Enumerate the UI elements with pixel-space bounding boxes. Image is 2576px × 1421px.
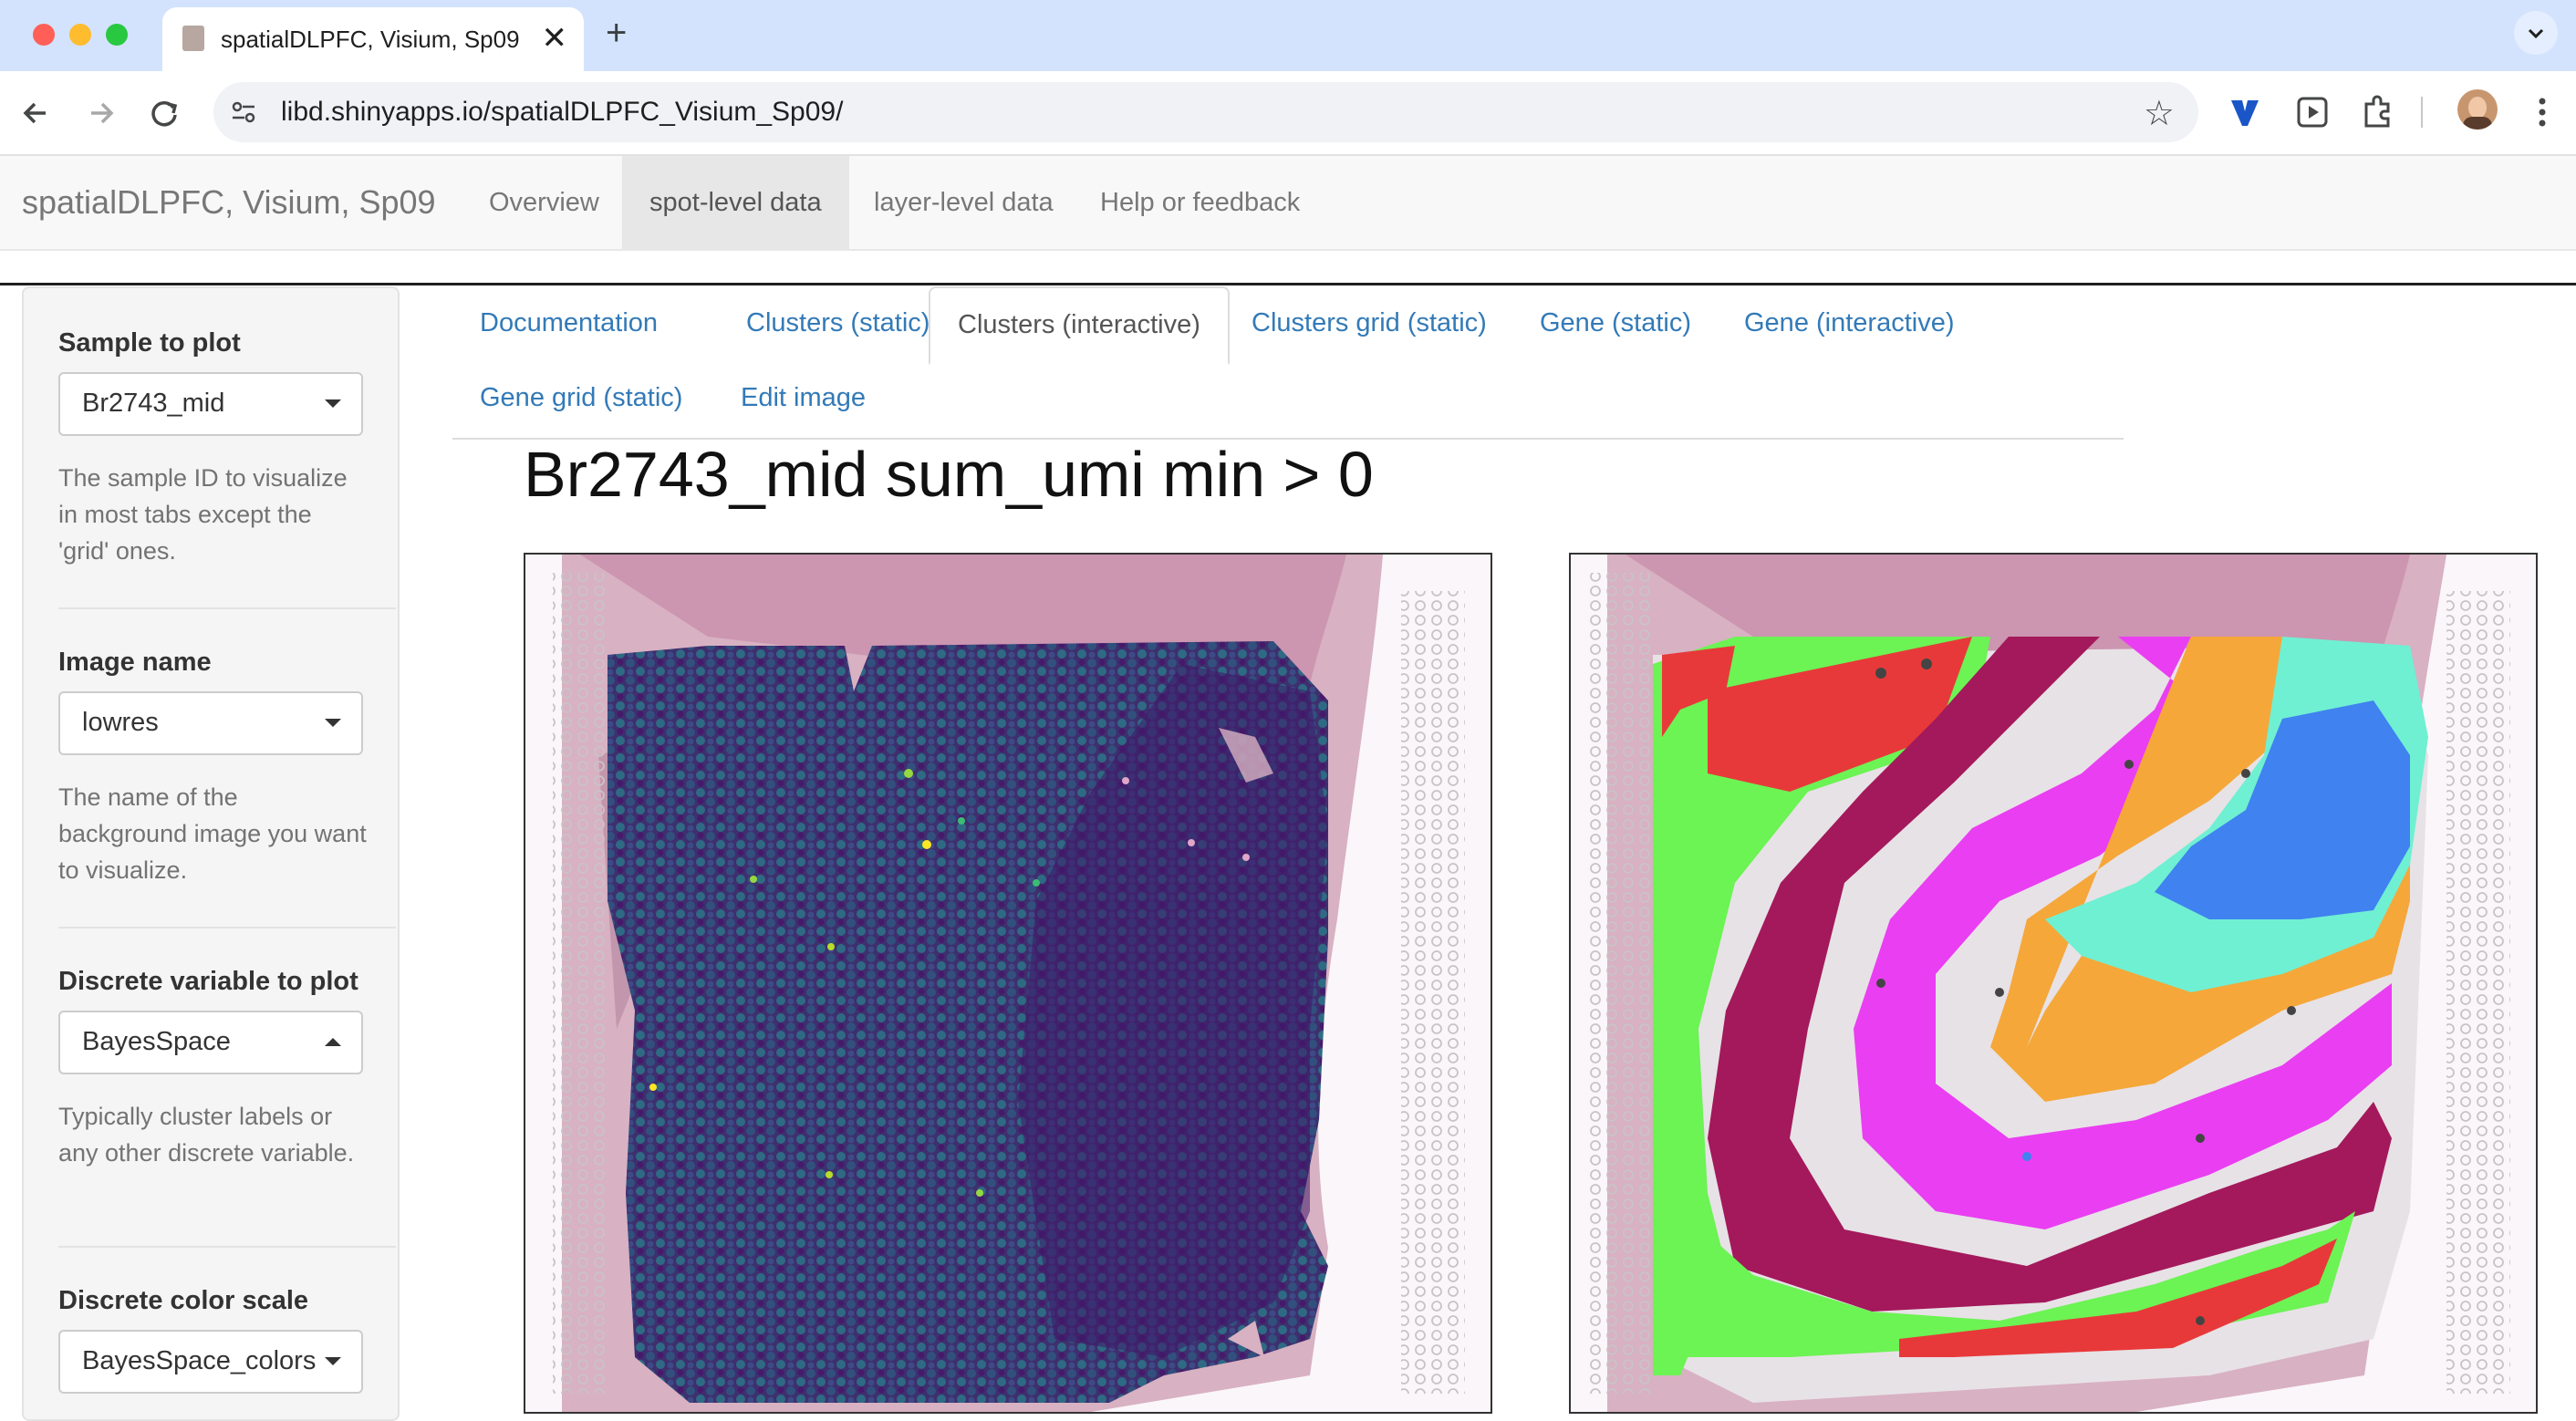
back-button[interactable] (15, 91, 58, 135)
subtab-bar: Documentation Clusters (static) Clusters… (452, 286, 2124, 440)
site-settings-icon[interactable] (230, 99, 257, 126)
caret-down-icon (325, 399, 341, 408)
puzzle-icon (2364, 95, 2390, 128)
caret-up-icon (325, 1038, 341, 1046)
image-select[interactable]: lowres (58, 691, 363, 755)
more-vertical-icon (2539, 98, 2546, 127)
extension-button[interactable] (2224, 91, 2266, 138)
avatar-body (2463, 117, 2492, 130)
browser-toolbar: libd.shinyapps.io/spatialDLPFC_Visium_Sp… (0, 71, 2576, 155)
color-scale-select[interactable]: BayesSpace_colors (58, 1330, 363, 1394)
arrow-right-icon (91, 102, 114, 124)
tissue-image-continuous (553, 555, 1465, 1412)
tab-close-icon[interactable]: ✕ (541, 21, 568, 56)
window-close-button[interactable] (33, 24, 55, 46)
chrome-divider (0, 154, 2576, 156)
url-text[interactable]: libd.shinyapps.io/spatialDLPFC_Visium_Sp… (281, 97, 844, 127)
arrow-left-icon (23, 102, 46, 124)
tab-clusters-static[interactable]: Clusters (static) (746, 308, 930, 337)
forward-button[interactable] (78, 91, 122, 135)
chevron-down-icon (2528, 28, 2544, 39)
nav-help-feedback[interactable]: Help or feedback (1100, 188, 1301, 217)
tab-search-button[interactable] (2514, 11, 2558, 55)
sample-label: Sample to plot (58, 328, 241, 358)
nav-overview[interactable]: Overview (489, 188, 599, 217)
window-minimize-button[interactable] (69, 24, 91, 46)
image-label: Image name (58, 648, 212, 677)
color-scale-value: BayesSpace_colors (82, 1346, 317, 1375)
tab-clusters-interactive[interactable]: Clusters (interactive) (929, 286, 1230, 365)
tab-gene-interactive[interactable]: Gene (interactive) (1744, 308, 1955, 337)
tab-title: spatialDLPFC, Visium, Sp09 (221, 26, 520, 53)
discrete-help: Typically cluster labels or any other di… (58, 1103, 355, 1167)
spot-plot-continuous[interactable] (524, 553, 1492, 1414)
image-help: The name of the background image you wan… (58, 783, 367, 884)
extension-y-icon (2231, 100, 2259, 126)
browser-tab-strip: spatialDLPFC, Visium, Sp09 ✕ + (0, 0, 2576, 71)
window-maximize-button[interactable] (106, 24, 128, 46)
tissue-image-clusters (1589, 555, 2510, 1412)
app-brand[interactable]: spatialDLPFC, Visium, Sp09 (22, 183, 436, 221)
sidebar-divider (58, 1246, 396, 1248)
content-top-rule (0, 283, 2576, 285)
sidebar-panel: Sample to plot Br2743_mid The sample ID … (22, 286, 400, 1421)
sample-select[interactable]: Br2743_mid (58, 372, 363, 436)
address-bar[interactable]: libd.shinyapps.io/spatialDLPFC_Visium_Sp… (213, 82, 2198, 142)
caret-down-icon (325, 719, 341, 727)
plot-title: Br2743_mid sum_umi min > 0 (524, 439, 1374, 510)
sidebar-divider (58, 927, 396, 928)
nav-layer-level-data[interactable]: layer-level data (874, 188, 1054, 217)
new-tab-button[interactable]: + (606, 13, 628, 53)
discrete-select[interactable]: BayesSpace (58, 1011, 363, 1074)
reload-button[interactable] (142, 91, 186, 135)
tab-gene-static[interactable]: Gene (static) (1540, 308, 1691, 337)
image-value: lowres (82, 708, 159, 737)
tab-gene-grid-static[interactable]: Gene grid (static) (480, 383, 683, 412)
favicon-icon (182, 26, 204, 51)
extensions-button[interactable] (2357, 91, 2399, 138)
bookmark-star-icon[interactable]: ☆ (2143, 95, 2175, 133)
tab-edit-image[interactable]: Edit image (741, 383, 867, 412)
spot-plot-clusters[interactable] (1569, 553, 2538, 1414)
sample-help: The sample ID to visualize in most tabs … (58, 464, 348, 565)
reload-icon (151, 100, 178, 127)
sample-value: Br2743_mid (82, 389, 225, 418)
play-box-icon (2297, 97, 2328, 128)
color-scale-label: Discrete color scale (58, 1286, 309, 1315)
browser-menu-button[interactable] (2521, 91, 2563, 138)
app-navbar: spatialDLPFC, Visium, Sp09 Overview spot… (0, 156, 2576, 251)
discrete-value: BayesSpace (82, 1027, 231, 1056)
discrete-label: Discrete variable to plot (58, 967, 358, 996)
caret-down-icon (325, 1357, 341, 1365)
tab-documentation[interactable]: Documentation (480, 308, 659, 337)
profile-avatar[interactable] (2457, 89, 2498, 130)
tab-clusters-grid-static[interactable]: Clusters grid (static) (1252, 308, 1487, 337)
sidebar-divider (58, 607, 396, 609)
browser-tab[interactable]: spatialDLPFC, Visium, Sp09 ✕ (162, 7, 584, 71)
nav-spot-level-data[interactable]: spot-level data (622, 156, 849, 249)
avatar-face (2468, 97, 2487, 119)
toolbar-divider (2421, 97, 2423, 128)
media-button[interactable] (2291, 91, 2333, 138)
